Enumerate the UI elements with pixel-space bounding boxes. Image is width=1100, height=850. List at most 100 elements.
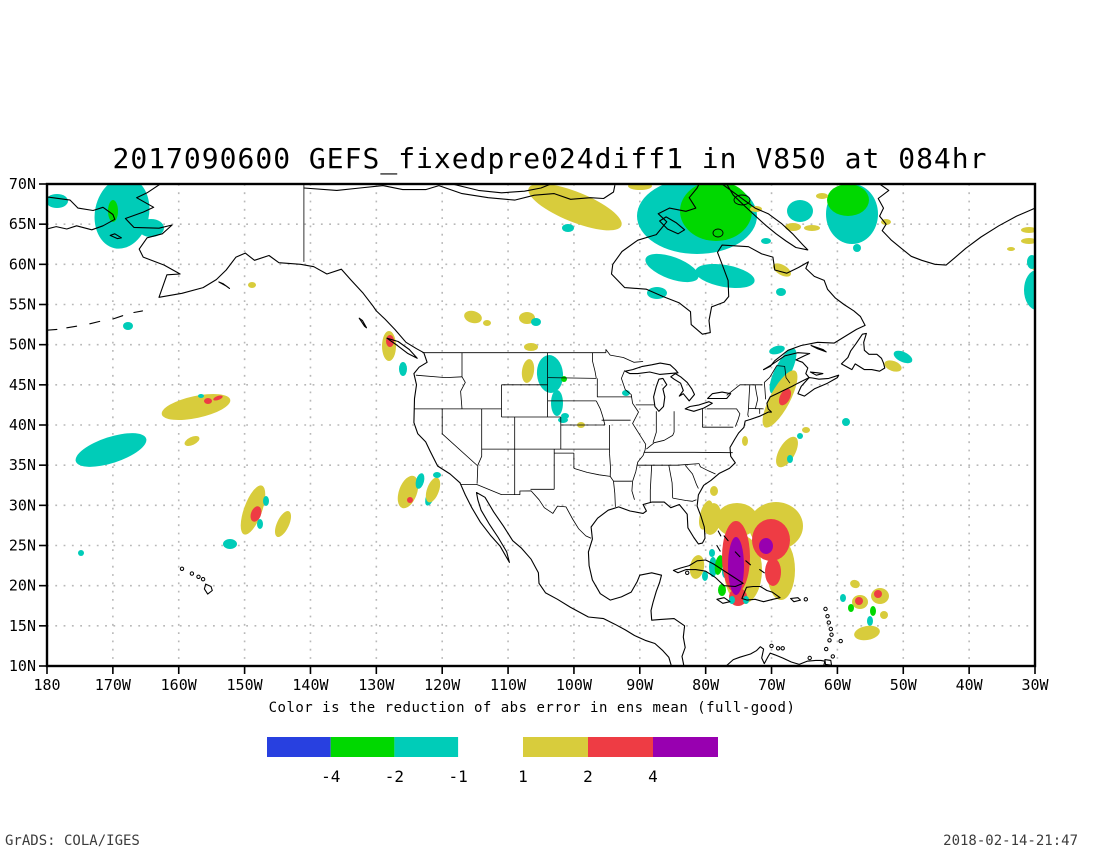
- small-island: [775, 646, 781, 651]
- coastline-segment: [716, 597, 731, 604]
- anomaly-region-yellow: [161, 394, 231, 420]
- anomaly-region-yellow: [521, 359, 535, 383]
- anomaly-region-yellow: [854, 625, 880, 641]
- contour-ring: [733, 194, 751, 206]
- small-island: [827, 638, 832, 643]
- coastline-segment: [47, 196, 116, 231]
- coastline-segment: [810, 344, 827, 353]
- color-legend: -4 -2 -1 1 2 4: [267, 737, 718, 786]
- coastline-segment: [721, 184, 809, 251]
- coastline-segment: [218, 281, 231, 289]
- anomaly-region-yellow: [710, 486, 718, 496]
- island-segment: [112, 315, 124, 320]
- anomaly-region-purple: [759, 538, 773, 554]
- border-segment: [595, 400, 606, 426]
- coastline-segment: [824, 659, 833, 666]
- border-segment: [477, 408, 483, 466]
- anomaly-region-cyan: [787, 455, 793, 463]
- lon-tick-label: 80W: [692, 676, 720, 694]
- small-island: [826, 620, 831, 625]
- island-segment: [716, 544, 721, 552]
- island-segment: [723, 535, 729, 542]
- anomaly-region-yellow: [850, 579, 860, 589]
- anomaly-region-cyan: [695, 263, 755, 289]
- lon-tick-label: 150W: [227, 676, 264, 694]
- lat-tick-label: 55N: [9, 296, 36, 314]
- anomaly-region-cyan: [787, 200, 813, 222]
- anomaly-region-yellow: [689, 555, 705, 579]
- border-segment: [652, 411, 657, 443]
- small-island: [830, 654, 835, 659]
- timestamp: 2018-02-14-21:47: [943, 833, 1078, 849]
- anomaly-region-cyan: [415, 473, 425, 489]
- anomaly-region-cyan: [1024, 270, 1035, 310]
- lon-tick-label: 50W: [890, 676, 918, 694]
- anomaly-region-red: [1038, 263, 1046, 269]
- border-segment: [460, 352, 466, 409]
- small-island: [196, 574, 201, 579]
- anomaly-region-cyan: [399, 362, 407, 376]
- border-segment: [621, 370, 647, 500]
- coastline-segment: [707, 391, 732, 400]
- island-segment: [734, 551, 741, 558]
- coastline-segment: [790, 597, 802, 603]
- anomaly-region-cyan: [893, 350, 913, 364]
- anomaly-region-green: [680, 184, 752, 241]
- lon-tick-label: 90W: [626, 676, 654, 694]
- lon-tick-label: 160W: [161, 676, 198, 694]
- anomaly-region-yellow: [804, 225, 820, 231]
- anomaly-region-yellow: [742, 436, 748, 446]
- colorbar-caption: Color is the reduction of abs error in e…: [269, 700, 796, 716]
- anomaly-region-cyan: [1027, 255, 1035, 269]
- anomaly-region-cyan: [842, 418, 850, 426]
- anomaly-region-red: [874, 590, 882, 598]
- political-borders: [303, 184, 791, 539]
- anomaly-region-cyan: [531, 318, 541, 326]
- lat-tick-label: 10N: [9, 657, 36, 675]
- lat-tick-label: 20N: [9, 577, 36, 595]
- anomaly-region-cyan: [198, 394, 204, 398]
- longitude-axis-labels: 180 170W 160W 150W 140W 130W 120W 110W 100W 90W 80…: [33, 676, 1049, 694]
- lat-tick-label: 15N: [9, 617, 36, 635]
- coastline-segment: [303, 185, 616, 201]
- anomaly-region-red: [765, 558, 781, 586]
- lon-tick-label: 100W: [556, 676, 593, 694]
- anomaly-region-purple: [728, 537, 744, 595]
- anomaly-region-red: [250, 506, 262, 522]
- island-segment: [47, 328, 58, 331]
- legend-swatch-purple: [653, 737, 718, 757]
- lat-tick-label: 45N: [9, 376, 36, 394]
- anomaly-region-red: [213, 395, 223, 401]
- axis-ticks: [39, 183, 1036, 674]
- anomaly-region-yellow: [785, 223, 801, 231]
- small-island: [829, 632, 834, 637]
- lat-tick-label: 35N: [9, 456, 36, 474]
- legend-value-label: -1: [448, 767, 467, 786]
- coastline-segment: [725, 646, 826, 666]
- legend-swatch-yellow: [523, 737, 588, 757]
- anomaly-region-yellow: [776, 436, 798, 468]
- anomaly-region-green: [561, 376, 567, 382]
- contour-ring: [712, 228, 724, 238]
- anomaly-region-yellow: [802, 427, 810, 433]
- small-island: [828, 626, 833, 632]
- anomaly-region-cyan: [645, 253, 699, 283]
- lon-tick-label: 170W: [95, 676, 132, 694]
- small-island: [769, 643, 774, 649]
- coastline-segment: [684, 401, 713, 412]
- legend-value-label: -4: [321, 767, 340, 786]
- lon-tick-label: 40W: [956, 676, 984, 694]
- anomaly-region-yellow: [528, 184, 622, 231]
- coastline-segment: [203, 583, 213, 595]
- coastline-segment: [358, 317, 368, 329]
- coastline-segment: [670, 373, 696, 402]
- lon-tick-label: 60W: [824, 676, 852, 694]
- small-island: [200, 577, 206, 582]
- anomaly-region-cyan: [263, 496, 269, 506]
- island-segment: [745, 560, 752, 566]
- anomaly-region-green: [827, 184, 869, 216]
- anomaly-region-cyan: [840, 594, 846, 602]
- grads-stamp: GrADS: COLA/IGES: [5, 833, 140, 849]
- anomaly-region-cyan: [123, 322, 133, 330]
- coastline-segment: [459, 482, 672, 666]
